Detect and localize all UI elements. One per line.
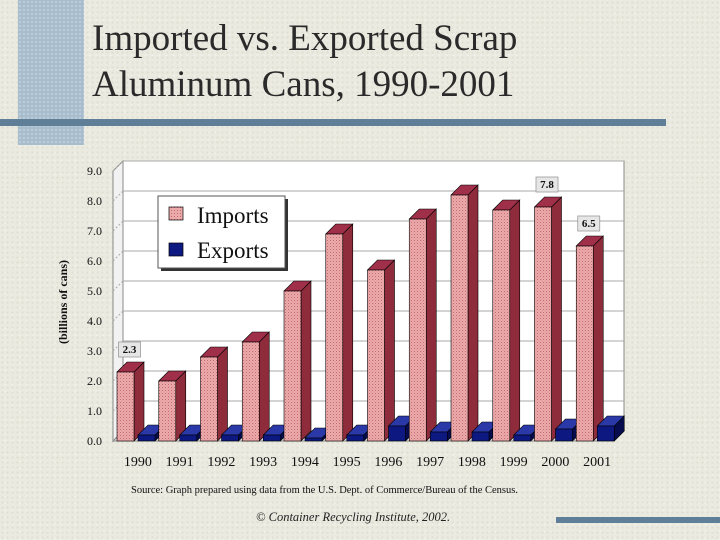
exports-bar <box>221 434 239 442</box>
imports-bar <box>325 233 344 442</box>
x-tick-label: 1993 <box>249 455 277 470</box>
data-label: 7.8 <box>540 179 554 191</box>
y-tick-label: 9.0 <box>87 164 102 178</box>
x-tick-label: 2001 <box>583 455 611 470</box>
x-tick-label: 1991 <box>166 455 194 470</box>
exports-bar <box>304 437 323 442</box>
y-tick-label: 5.0 <box>87 284 102 298</box>
x-tick-label: 1996 <box>374 455 402 470</box>
imports-bar-side <box>467 184 479 442</box>
imports-bar <box>200 356 218 442</box>
imports-bar <box>450 194 469 442</box>
y-tick-label: 8.0 <box>87 194 102 208</box>
exports-bar <box>179 434 198 442</box>
x-tick-label: 1998 <box>458 455 486 470</box>
imports-bar-side <box>592 235 604 442</box>
title-line-1: Imported vs. Exported Scrap <box>92 18 518 59</box>
imports-bar-side <box>342 223 354 442</box>
imports-bar-side <box>425 208 437 442</box>
exports-bar <box>513 434 532 442</box>
exports-bar <box>596 425 615 442</box>
imports-bar <box>492 209 511 442</box>
imports-bar <box>283 290 302 442</box>
y-tick-label: 1.0 <box>87 404 102 418</box>
x-tick-label: 1995 <box>333 455 361 470</box>
copyright-credit: © Container Recycling Institute, 2002. <box>256 510 451 524</box>
imports-bar <box>158 380 177 442</box>
data-label-box <box>577 215 601 232</box>
exports-bar <box>429 431 448 442</box>
data-label-box <box>118 341 141 358</box>
imports-bar <box>408 218 427 442</box>
y-tick-label: 4.0 <box>87 314 102 328</box>
title-line-2: Aluminum Cans, 1990-2001 <box>92 64 515 105</box>
x-tick-label: 1994 <box>291 455 319 470</box>
source-note: Source: Graph prepared using data from t… <box>131 485 518 496</box>
imports-bar <box>116 371 135 442</box>
y-axis-title: (billions of cans) <box>56 260 70 344</box>
exports-bar <box>471 431 490 442</box>
data-label: 2.3 <box>123 344 137 356</box>
y-tick-label: 2.0 <box>87 374 102 388</box>
decorative-rule <box>0 119 666 126</box>
y-tick-label: 6.0 <box>87 254 102 268</box>
imports-bar <box>241 341 260 442</box>
x-tick-label: 1997 <box>416 455 444 470</box>
exports-bar <box>388 425 406 442</box>
exports-bar <box>137 434 156 442</box>
x-tick-label: 2000 <box>541 455 569 470</box>
imports-bar-side <box>258 331 270 442</box>
imports-bar <box>367 269 385 442</box>
y-tick-label: 3.0 <box>87 344 102 358</box>
exports-bar <box>262 434 281 442</box>
decorative-rule-bottom <box>556 517 720 523</box>
imports-bar-side <box>509 199 521 442</box>
y-tick-label: 7.0 <box>87 224 102 238</box>
x-tick-label: 1999 <box>500 455 528 470</box>
imports-bar <box>534 206 552 442</box>
y-tick-label: 0.0 <box>87 434 102 448</box>
data-label-box <box>535 176 559 193</box>
exports-bar <box>346 434 365 442</box>
page-title: Imported vs. Exported Scrap Aluminum Can… <box>92 16 692 108</box>
imports-bar-side <box>551 196 562 442</box>
legend-swatch-imports <box>168 206 184 221</box>
exports-bar <box>555 428 573 442</box>
imports-bar-side <box>384 259 395 442</box>
imports-bar-side <box>300 280 312 442</box>
imports-bar-side <box>217 346 228 442</box>
legend-label-exports: Exports <box>197 238 269 263</box>
legend-label-imports: Imports <box>197 203 269 228</box>
imports-bar <box>575 245 594 442</box>
legend-swatch-exports <box>168 242 184 257</box>
x-tick-label: 1990 <box>124 455 152 470</box>
x-tick-label: 1992 <box>207 455 235 470</box>
data-label: 6.5 <box>582 218 596 230</box>
imports-bar-side <box>133 361 145 442</box>
plot-area: 0.0 1.0 2.0 3.0 4.0 5.0 6.0 7.0 8.0 9.0 (billions … <box>56 159 626 470</box>
